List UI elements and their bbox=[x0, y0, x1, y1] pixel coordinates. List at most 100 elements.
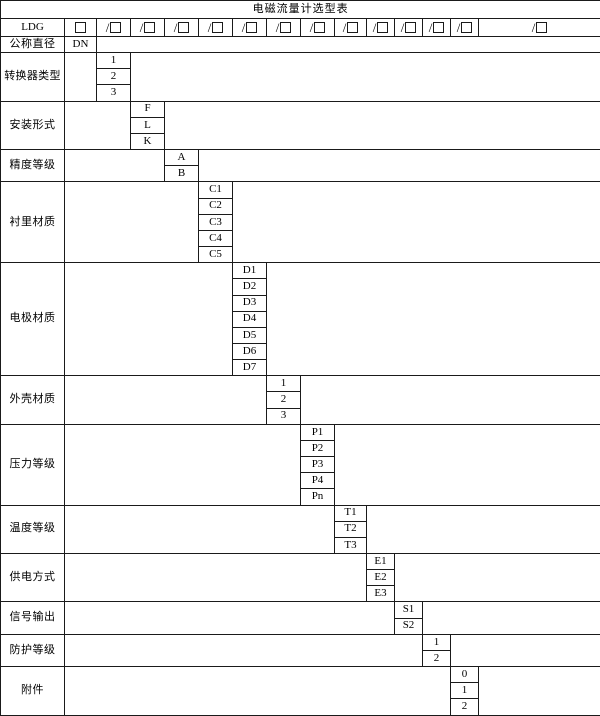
slash-separator-icon: / bbox=[105, 20, 110, 35]
option-code[interactable]: 2 bbox=[422, 649, 451, 668]
model-prefix-label: LDG bbox=[0, 18, 65, 37]
table-row: 外壳材质1碳钢 bbox=[0, 375, 600, 425]
model-code-slot[interactable]: / bbox=[164, 18, 199, 37]
option-code[interactable]: C3 bbox=[198, 213, 233, 231]
page-title: 电磁流量计选型表 bbox=[0, 0, 600, 19]
option-code[interactable]: L bbox=[130, 116, 165, 134]
table-row: C3聚四氟乙烯（F4/PTFE） bbox=[1, 213, 600, 231]
group-label-1: 转换器类型 bbox=[0, 52, 65, 102]
group-label-2: 安装形式 bbox=[0, 100, 65, 151]
model-code-slot[interactable]: / bbox=[300, 18, 335, 37]
model-code-slot[interactable]: / bbox=[198, 18, 233, 37]
empty-code-box-icon bbox=[461, 22, 473, 33]
option-code[interactable]: 0 bbox=[450, 666, 479, 684]
empty-code-box-icon bbox=[75, 22, 86, 33]
spacer-right bbox=[299, 375, 600, 425]
option-code[interactable]: S2 bbox=[394, 617, 423, 635]
option-code[interactable]: F bbox=[130, 100, 165, 118]
option-code[interactable]: A bbox=[164, 149, 199, 167]
option-code[interactable]: E2 bbox=[366, 569, 395, 587]
option-code[interactable]: 2 bbox=[450, 698, 479, 716]
option-code[interactable]: P3 bbox=[300, 456, 335, 474]
table-row: 公称直径DN10-2000 bbox=[0, 35, 600, 54]
option-code[interactable]: 1 bbox=[450, 682, 479, 700]
option-code[interactable]: D6 bbox=[232, 342, 267, 361]
option-code[interactable]: D1 bbox=[232, 262, 267, 280]
empty-code-box-icon bbox=[110, 22, 122, 33]
table-row: 信号输出S14-20mA+RS485（标配） bbox=[0, 601, 600, 635]
model-code-slot[interactable]: / bbox=[422, 18, 451, 37]
model-code-slot[interactable]: / bbox=[477, 18, 600, 37]
model-code-slot[interactable]: / bbox=[334, 18, 367, 37]
table-row: 供电方式E1220VAC bbox=[0, 552, 600, 603]
option-code[interactable]: C4 bbox=[198, 229, 233, 248]
spacer-right bbox=[333, 423, 600, 506]
option-code[interactable]: T2 bbox=[334, 520, 367, 538]
group-label-0: 公称直径 bbox=[0, 35, 65, 54]
option-code[interactable]: S1 bbox=[394, 601, 423, 619]
slash-separator-icon: / bbox=[139, 20, 144, 35]
option-code[interactable]: D3 bbox=[232, 294, 267, 312]
option-code[interactable]: E3 bbox=[366, 585, 395, 603]
model-code-slot[interactable]: / bbox=[366, 18, 395, 37]
option-code[interactable]: DN bbox=[64, 35, 97, 54]
option-code[interactable]: P2 bbox=[300, 439, 335, 458]
slash-separator-icon: / bbox=[309, 20, 314, 35]
slash-separator-icon: / bbox=[372, 20, 377, 35]
group-label-6: 外壳材质 bbox=[0, 375, 65, 425]
model-code-slot[interactable]: / bbox=[394, 18, 423, 37]
table-row: 电极材质D1316L电极 bbox=[0, 262, 600, 377]
option-code[interactable]: T3 bbox=[334, 536, 367, 555]
option-code[interactable]: T1 bbox=[334, 504, 367, 522]
option-code[interactable]: 3 bbox=[96, 84, 131, 102]
spacer-left bbox=[64, 149, 165, 183]
slash-separator-icon: / bbox=[173, 20, 178, 35]
option-code[interactable]: D7 bbox=[232, 359, 267, 377]
empty-code-box-icon bbox=[212, 22, 224, 33]
empty-code-box-icon bbox=[144, 22, 156, 33]
group-label-4: 衬里材质 bbox=[0, 181, 65, 264]
option-code[interactable]: D2 bbox=[232, 278, 267, 296]
slash-separator-icon: / bbox=[207, 20, 212, 35]
model-code-slot[interactable]: / bbox=[96, 18, 131, 37]
table-row: 1接地电极 bbox=[1, 682, 600, 700]
option-code[interactable]: C1 bbox=[198, 181, 233, 199]
option-code[interactable]: Pn bbox=[300, 488, 335, 506]
table-row: 3316L不锈钢 bbox=[1, 407, 600, 425]
option-code[interactable]: C5 bbox=[198, 246, 233, 264]
model-code-slot[interactable]: / bbox=[450, 18, 479, 37]
option-code[interactable]: D4 bbox=[232, 310, 267, 328]
option-code[interactable]: 1 bbox=[266, 375, 301, 393]
option-code[interactable]: 2 bbox=[266, 391, 301, 409]
model-code-slot[interactable]: / bbox=[266, 18, 301, 37]
spacer-left bbox=[64, 504, 335, 555]
table-row: 防护等级1IP65 bbox=[0, 633, 600, 668]
table-row: Pn特殊定制 bbox=[1, 488, 600, 506]
empty-code-box-icon bbox=[280, 22, 292, 33]
group-label-3: 精度等级 bbox=[0, 149, 65, 183]
option-code[interactable]: C2 bbox=[198, 197, 233, 215]
table-row: 精度等级A0.5级 bbox=[0, 149, 600, 183]
group-label-9: 供电方式 bbox=[0, 552, 65, 603]
option-code[interactable]: P1 bbox=[300, 423, 335, 441]
table-row: B1.0级 bbox=[1, 165, 600, 183]
slash-separator-icon: / bbox=[456, 20, 461, 35]
spacer-left bbox=[64, 52, 97, 102]
option-code[interactable]: 2 bbox=[96, 68, 131, 86]
option-code[interactable]: 1 bbox=[96, 52, 131, 70]
option-code[interactable]: K bbox=[130, 132, 165, 151]
option-code[interactable]: 1 bbox=[422, 633, 451, 651]
option-code[interactable]: P4 bbox=[300, 472, 335, 490]
empty-code-box-icon bbox=[314, 22, 326, 33]
model-code-slot[interactable] bbox=[64, 18, 97, 37]
option-code[interactable]: D5 bbox=[232, 326, 267, 344]
group-label-8: 温度等级 bbox=[0, 504, 65, 555]
spacer-right bbox=[129, 52, 600, 102]
option-code[interactable]: 3 bbox=[266, 407, 301, 425]
option-code[interactable]: B bbox=[164, 165, 199, 183]
model-code-slot[interactable]: / bbox=[130, 18, 165, 37]
option-code[interactable]: E1 bbox=[366, 552, 395, 571]
model-code-slot[interactable]: / bbox=[232, 18, 267, 37]
table-row: 衬里材质C1氯丁橡胶（CR） bbox=[0, 181, 600, 264]
